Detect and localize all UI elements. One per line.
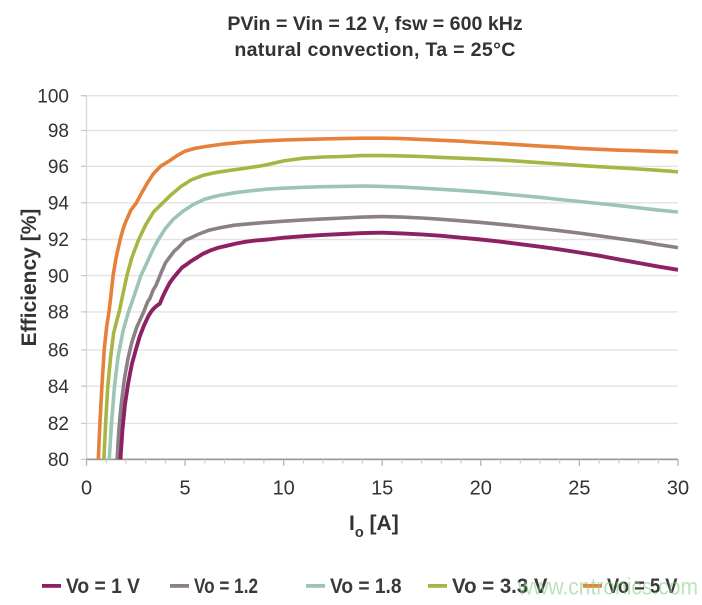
svg-text:98: 98 [48,121,69,142]
svg-text:Vo = 1.8: Vo = 1.8 [330,575,402,598]
svg-text:10: 10 [273,478,295,500]
svg-text:5: 5 [180,478,191,500]
svg-text:Vo = 1 V: Vo = 1 V [66,575,140,598]
svg-text:84: 84 [48,377,70,398]
svg-text:90: 90 [48,266,69,287]
svg-text:30: 30 [667,478,689,500]
svg-text:www.cntronics.com: www.cntronics.com [517,574,698,600]
svg-text:Vo = 5 V: Vo = 5 V [607,575,678,598]
svg-text:82: 82 [48,414,69,435]
svg-text:86: 86 [48,341,69,362]
svg-text:Vo = 1.2: Vo = 1.2 [194,575,258,598]
svg-text:natural convection, Ta = 25°C: natural convection, Ta = 25°C [234,39,515,61]
svg-text:100: 100 [37,86,69,107]
svg-text:PVin = Vin = 12 V, fsw = 600 k: PVin = Vin = 12 V, fsw = 600 kHz [227,13,523,35]
svg-text:80: 80 [48,450,69,471]
svg-text:92: 92 [48,230,69,251]
svg-text:96: 96 [48,157,69,178]
svg-text:Efficiency [%]: Efficiency [%] [18,209,41,347]
svg-text:0: 0 [81,478,92,500]
svg-text:88: 88 [48,303,69,324]
svg-text:94: 94 [48,194,70,215]
svg-text:25: 25 [568,478,590,500]
svg-text:20: 20 [470,478,492,500]
svg-text:15: 15 [371,478,393,500]
svg-text:Vo = 3.3 V: Vo = 3.3 V [452,575,548,598]
